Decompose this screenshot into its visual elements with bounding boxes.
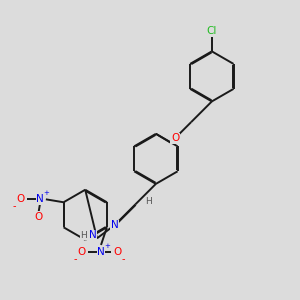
Text: -: - <box>122 254 125 264</box>
Text: N: N <box>97 247 105 257</box>
Text: +: + <box>104 243 110 249</box>
Text: O: O <box>34 212 43 222</box>
Text: O: O <box>113 247 121 257</box>
Text: Cl: Cl <box>207 26 217 36</box>
Text: N: N <box>36 194 44 204</box>
Text: O: O <box>78 247 86 257</box>
Text: O: O <box>17 194 25 204</box>
Text: +: + <box>44 190 50 196</box>
Text: N: N <box>89 230 97 240</box>
Text: -: - <box>74 254 77 264</box>
Text: O: O <box>171 133 179 143</box>
Text: H: H <box>80 231 87 240</box>
Text: H: H <box>145 197 152 206</box>
Text: N: N <box>111 220 119 230</box>
Text: -: - <box>13 201 16 211</box>
